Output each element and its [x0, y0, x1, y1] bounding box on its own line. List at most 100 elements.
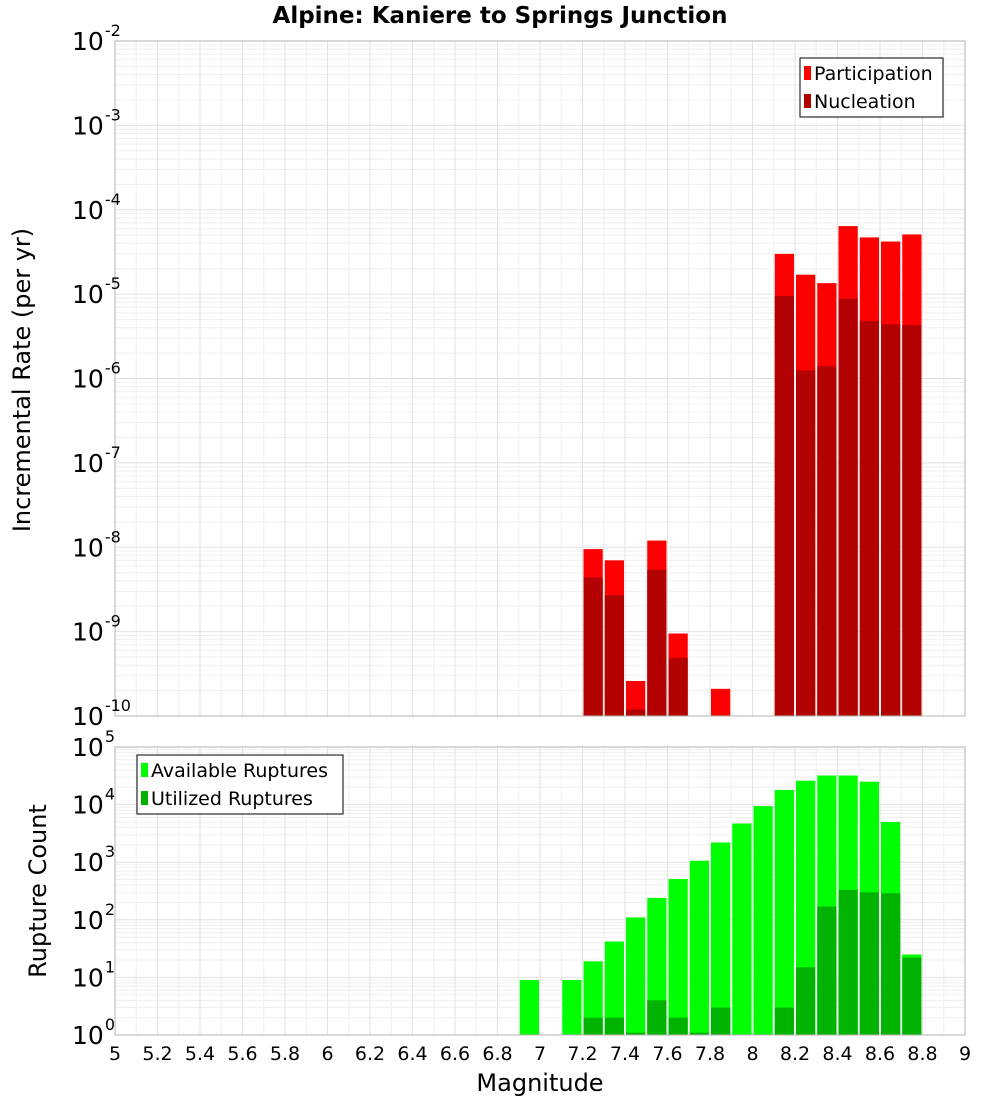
- bars: [583, 226, 922, 717]
- x-tick-label: 7.4: [610, 1043, 640, 1065]
- bar-utilized-ruptures: [796, 967, 816, 1035]
- y-tick-label: 10-9: [72, 612, 121, 647]
- x-tick-label: 5.4: [185, 1043, 215, 1065]
- bar-available-ruptures: [689, 860, 709, 1035]
- x-axis-label: Magnitude: [476, 1069, 603, 1097]
- bar-nucleation: [626, 709, 646, 716]
- bar-nucleation: [881, 324, 901, 716]
- legend-label: Available Ruptures: [151, 760, 328, 782]
- y-tick-label: 10-2: [72, 21, 121, 56]
- y-tick-label: 10-10: [72, 696, 131, 731]
- bar-available-ruptures: [604, 941, 624, 1035]
- rupture-count-panel: 100 101 102 103 104 105 5 5.2 5.4 5.6 5.8 6 6.2 6.4 6.…: [24, 727, 971, 1065]
- bar-utilized-ruptures: [881, 893, 901, 1035]
- legend-box: [136, 754, 344, 815]
- bar-available-ruptures: [519, 980, 539, 1035]
- x-tick-label: 6.6: [440, 1043, 470, 1065]
- bar-available-ruptures: [732, 823, 752, 1035]
- legend-label: Nucleation: [814, 91, 916, 113]
- bar-utilized-ruptures: [902, 957, 922, 1035]
- chart-title: Alpine: Kaniere to Springs Junction: [273, 3, 728, 29]
- bar-utilized-ruptures: [711, 1007, 731, 1035]
- legend: Participation Nucleation: [799, 57, 944, 118]
- bar-available-ruptures: [711, 842, 731, 1035]
- bar-participation: [711, 688, 731, 716]
- bar-available-ruptures: [562, 980, 582, 1035]
- y-axis-label: Incremental Rate (per yr): [8, 228, 36, 532]
- bar-nucleation: [668, 657, 688, 716]
- bar-utilized-ruptures: [689, 1032, 709, 1035]
- y-tick-label: 10-8: [72, 527, 121, 562]
- x-tick-label: 9: [959, 1043, 971, 1065]
- legend-swatch: [141, 763, 148, 777]
- x-tick-labels: 5 5.2 5.4 5.6 5.8 6 6.2 6.4 6.6 6.8 7 7.2 7.4 7.6 7.8 8…: [109, 1043, 971, 1065]
- bar-available-ruptures: [668, 879, 688, 1035]
- y-tick-label: 103: [72, 842, 115, 877]
- x-tick-label: 6: [321, 1043, 333, 1065]
- bar-utilized-ruptures: [859, 892, 879, 1035]
- y-axis-label: Rupture Count: [24, 804, 52, 978]
- y-tick-labels: 100 101 102 103 104 105: [72, 727, 115, 1050]
- plot-frame: [114, 746, 966, 1036]
- legend-label: Participation: [814, 63, 933, 85]
- y-tick-label: 10-5: [72, 274, 121, 309]
- participation-nucleation-panel: 10-10 10-9 10-8 10-7 10-6 10-5 10-4 10-3 10-2 Inc…: [8, 21, 966, 731]
- x-tick-label: 8: [746, 1043, 758, 1065]
- legend-swatch: [804, 94, 811, 108]
- y-tick-label: 10-4: [72, 190, 121, 225]
- x-tick-label: 7: [534, 1043, 546, 1065]
- bar-nucleation: [859, 321, 879, 716]
- x-tick-label: 8.4: [822, 1043, 852, 1065]
- bar-nucleation: [838, 298, 858, 716]
- bar-utilized-ruptures: [838, 889, 858, 1035]
- bar-nucleation: [604, 595, 624, 716]
- legend-label: Utilized Ruptures: [151, 788, 313, 810]
- bar-nucleation: [796, 370, 816, 716]
- legend: Available Ruptures Utilized Ruptures: [136, 754, 344, 815]
- bar-nucleation: [817, 366, 837, 716]
- plot-frame: [114, 40, 966, 717]
- x-tick-label: 7.8: [695, 1043, 725, 1065]
- x-tick-label: 8.6: [865, 1043, 895, 1065]
- x-tick-label: 5: [109, 1043, 121, 1065]
- legend-box: [799, 57, 944, 118]
- x-tick-label: 5.2: [142, 1043, 172, 1065]
- y-tick-label: 104: [72, 785, 115, 820]
- x-tick-label: 7.6: [652, 1043, 682, 1065]
- bar-utilized-ruptures: [817, 906, 837, 1035]
- x-tick-label: 6.8: [482, 1043, 512, 1065]
- bar-available-ruptures: [774, 789, 794, 1035]
- bar-participation: [626, 680, 646, 716]
- x-tick-label: 8.8: [907, 1043, 937, 1065]
- bar-available-ruptures: [626, 917, 646, 1035]
- bar-utilized-ruptures: [583, 1017, 603, 1035]
- x-tick-label: 8.2: [780, 1043, 810, 1065]
- x-tick-label: 7.2: [567, 1043, 597, 1065]
- grid: [114, 40, 966, 717]
- bars: [519, 775, 922, 1035]
- bar-available-ruptures: [583, 961, 603, 1035]
- legend-swatch: [141, 791, 148, 805]
- y-tick-label: 102: [72, 900, 115, 935]
- bar-nucleation: [902, 325, 922, 716]
- bar-utilized-ruptures: [604, 1017, 624, 1035]
- y-tick-label: 10-7: [72, 443, 121, 478]
- x-tick-label: 5.6: [227, 1043, 257, 1065]
- bar-utilized-ruptures: [647, 1000, 667, 1035]
- x-tick-label: 6.2: [355, 1043, 385, 1065]
- y-tick-labels: 10-10 10-9 10-8 10-7 10-6 10-5 10-4 10-3 10-2: [72, 21, 131, 731]
- y-tick-label: 10-3: [72, 105, 121, 140]
- bar-utilized-ruptures: [626, 1032, 646, 1035]
- y-tick-label: 100: [72, 1015, 115, 1050]
- legend-swatch: [804, 66, 811, 80]
- bar-nucleation: [774, 296, 794, 716]
- y-tick-label: 101: [72, 957, 115, 992]
- x-tick-label: 6.4: [397, 1043, 427, 1065]
- bar-nucleation: [647, 569, 667, 716]
- bar-nucleation: [583, 577, 603, 716]
- bar-utilized-ruptures: [774, 1007, 794, 1035]
- bar-available-ruptures: [753, 806, 773, 1035]
- y-tick-label: 10-6: [72, 359, 121, 394]
